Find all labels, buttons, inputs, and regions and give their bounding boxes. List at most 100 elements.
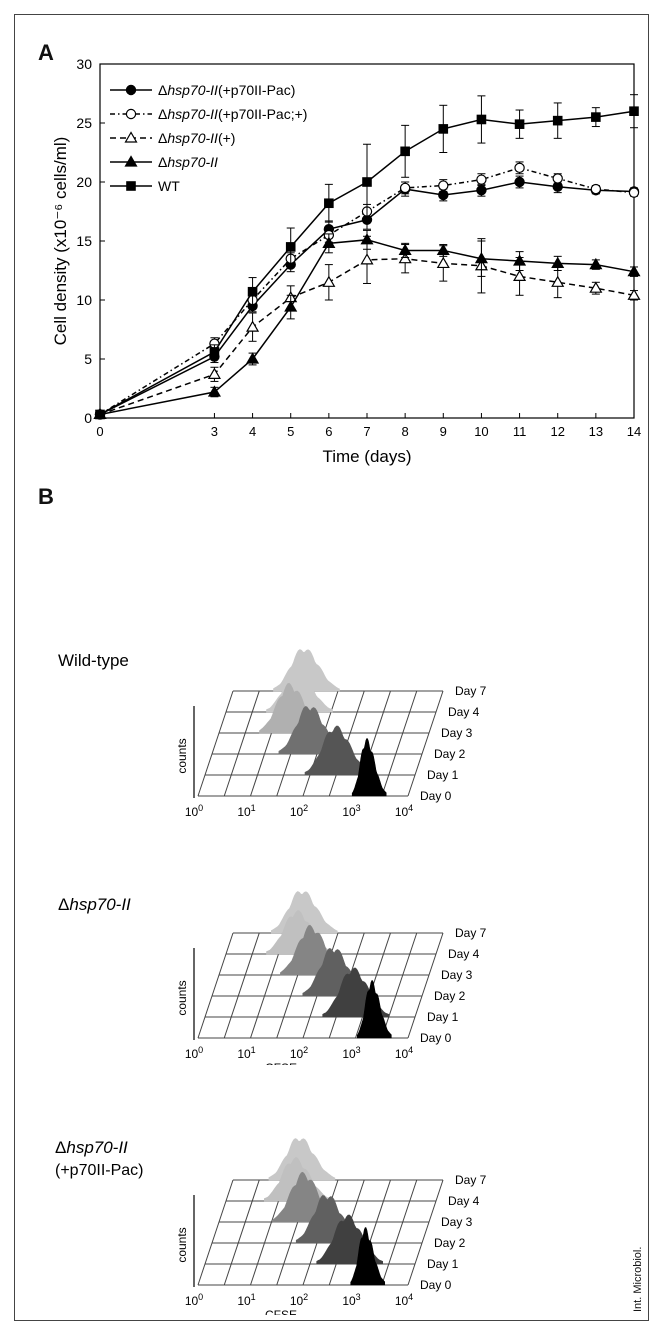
x-tick-label: 102 xyxy=(290,803,308,819)
grid-line xyxy=(381,690,418,797)
legend-label: WT xyxy=(158,178,180,194)
data-point xyxy=(514,176,525,188)
x-tick-label: 104 xyxy=(395,1045,413,1061)
x-tick-label: 12 xyxy=(550,424,564,439)
x-tick-label: 5 xyxy=(287,424,294,439)
strain-title: Wild-type xyxy=(58,651,129,670)
histogram-peaks xyxy=(259,649,387,797)
grid-line xyxy=(197,932,234,1039)
histogram-hsp70-ii: Day 0 Day 1 Day 2 Day 3 Day 4 Day 7 100 101 102 1… xyxy=(58,891,487,1065)
histogram-peak xyxy=(350,1227,386,1286)
data-point xyxy=(207,385,221,397)
day-label: Day 2 xyxy=(434,989,466,1003)
series-4 xyxy=(93,229,641,420)
data-point xyxy=(514,162,525,174)
histogram-peak xyxy=(356,980,392,1039)
data-point xyxy=(552,115,563,126)
data-point xyxy=(284,300,298,312)
x-tick-label: 10 xyxy=(474,424,488,439)
histogram-peaks xyxy=(266,891,392,1039)
data-point xyxy=(552,173,563,184)
histogram-wild-type: Day 0 Day 1 Day 2 Day 3 Day 4 Day 7 100 101 102 1… xyxy=(58,649,487,820)
y-tick-label: 10 xyxy=(76,292,92,308)
panel-b-letter: B xyxy=(38,484,54,509)
data-point xyxy=(591,112,601,122)
strain-title: Δhsp70-II xyxy=(55,1138,128,1157)
x-tick-label: 13 xyxy=(589,424,603,439)
data-point xyxy=(362,177,372,187)
x-tick-label: 103 xyxy=(342,1045,360,1061)
data-point xyxy=(399,182,411,194)
grid-line xyxy=(223,1179,260,1286)
day-label: Day 1 xyxy=(427,1257,459,1271)
growth-curve-chart: 0 5 10 15 20 25 30 0 3 4 5 6 7 8 9 10 11 12 13 14 Time (days… xyxy=(51,56,641,466)
data-point xyxy=(590,183,602,195)
data-point xyxy=(324,198,334,209)
x-tick-label: 8 xyxy=(402,424,409,439)
data-point xyxy=(628,187,640,198)
data-point xyxy=(247,286,258,297)
data-point xyxy=(285,242,296,252)
data-point xyxy=(360,233,374,245)
x-tick-label: 103 xyxy=(342,803,360,819)
legend-marker xyxy=(125,108,137,120)
x-tick-label: 102 xyxy=(290,1292,308,1308)
legend-marker xyxy=(126,181,136,191)
grid-line xyxy=(381,932,418,1039)
data-point xyxy=(627,264,641,277)
day-label: Day 4 xyxy=(448,947,480,961)
day-label: Day 4 xyxy=(448,1194,480,1208)
grid-line xyxy=(223,690,260,797)
x-tick-label: 0 xyxy=(96,424,103,439)
day-label: Day 7 xyxy=(455,684,487,698)
data-point xyxy=(438,180,449,191)
data-point xyxy=(95,409,105,420)
grid-line xyxy=(197,1179,234,1286)
y-axis-label: counts xyxy=(175,980,189,1015)
x-tick-label: 104 xyxy=(395,1292,413,1308)
x-tick-label: 104 xyxy=(395,803,413,819)
data-point xyxy=(207,367,221,379)
figure-frame xyxy=(14,14,649,1321)
grid-line xyxy=(407,1179,444,1286)
grid-line xyxy=(223,932,260,1039)
histogram-peak xyxy=(351,738,387,797)
day-label: Day 1 xyxy=(427,1010,459,1024)
data-point xyxy=(400,146,410,157)
data-point xyxy=(322,236,336,248)
data-point xyxy=(474,252,488,264)
y-axis-label: Cell density (x10⁻⁶ cells/ml) xyxy=(51,137,70,346)
day-label: Day 0 xyxy=(420,1031,452,1045)
data-point xyxy=(589,281,603,293)
legend-label: Δhsp70-II(+p70II-Pac) xyxy=(158,82,295,98)
x-tick-label: 101 xyxy=(237,1292,255,1308)
x-tick-label: 9 xyxy=(440,424,447,439)
legend-label: Δhsp70-II(+p70II-Pac;+) xyxy=(158,106,307,122)
day-label: Day 7 xyxy=(455,926,487,940)
y-axis-label: counts xyxy=(175,738,189,773)
x-axis-label: CFSE xyxy=(265,1308,297,1315)
x-tick-label: 14 xyxy=(627,424,641,439)
legend-label: Δhsp70-II xyxy=(158,154,218,170)
data-point xyxy=(476,185,487,196)
data-point xyxy=(513,269,527,281)
histogram-hsp70-ii-complemented: Day 0 Day 1 Day 2 Day 3 Day 4 Day 7 100 101 102 1… xyxy=(55,1138,487,1315)
legend-label: Δhsp70-II(+) xyxy=(158,130,235,146)
y-tick-label: 5 xyxy=(84,351,92,367)
day-label: Day 3 xyxy=(441,726,473,740)
data-point xyxy=(246,320,260,332)
data-point xyxy=(629,106,639,117)
data-point xyxy=(436,256,450,269)
y-tick-label: 20 xyxy=(76,174,92,190)
data-point xyxy=(476,174,487,185)
data-point xyxy=(209,347,220,357)
day-label: Day 7 xyxy=(455,1173,487,1187)
x-tick-label: 4 xyxy=(249,424,256,439)
grid-line xyxy=(381,1179,418,1286)
day-label: Day 2 xyxy=(434,1236,466,1250)
legend-marker xyxy=(125,84,137,96)
x-tick-label: 103 xyxy=(342,1292,360,1308)
data-point xyxy=(246,352,260,364)
strain-title: Δhsp70-II xyxy=(58,895,131,914)
